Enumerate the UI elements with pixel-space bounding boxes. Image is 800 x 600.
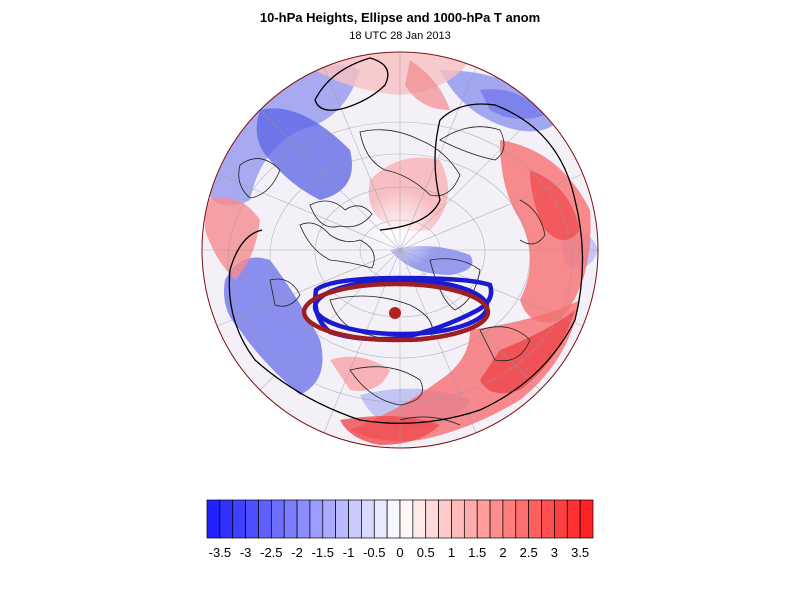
colorbar-tick-label: -1.5 xyxy=(312,545,334,560)
height-contours xyxy=(228,57,584,424)
colorbar-box xyxy=(296,499,311,539)
colorbar-tick-label: -3 xyxy=(240,545,252,560)
colorbar-box xyxy=(309,499,324,539)
colorbar-box xyxy=(335,499,349,539)
map-title: 10-hPa Heights, Ellipse and 1000-hPa T a… xyxy=(259,10,541,25)
colorbar-box xyxy=(258,499,272,539)
colorbar-box xyxy=(348,499,362,539)
colorbar-tick-label: 2.5 xyxy=(520,545,538,560)
colorbar-box xyxy=(361,499,375,539)
colorbar-box xyxy=(515,499,530,539)
colorbar-labels: -3.5 -3 -2.5 -2 -1.5 -1 -0.5 0 0.5 1 1.5 2 2.5 3 3.5 xyxy=(209,545,590,560)
colorbar-tick-label: 2 xyxy=(499,545,506,560)
colorbar-box xyxy=(554,499,568,539)
graticule xyxy=(202,52,598,448)
colorbar-box xyxy=(476,499,491,539)
colorbar-box xyxy=(489,499,504,539)
colorbar-tick-label: -1 xyxy=(343,545,355,560)
colorbar-tick-label: -2.5 xyxy=(260,545,282,560)
colorbar-box xyxy=(438,499,452,539)
colorbar-box xyxy=(566,499,581,539)
red-ellipse xyxy=(301,281,491,343)
colorbar-box xyxy=(283,499,298,539)
colorbar-tick-label: -0.5 xyxy=(363,545,385,560)
colorbar-boxes xyxy=(206,499,594,539)
map-subtitle: 18 UTC 28 Jan 2013 xyxy=(349,30,451,42)
colorbar-tick-label: 3 xyxy=(551,545,558,560)
colorbar-box xyxy=(232,499,246,539)
colorbar-box xyxy=(386,499,401,539)
colorbar-box xyxy=(541,499,555,539)
colorbar-box xyxy=(206,499,221,539)
ellipse-center-marker xyxy=(389,307,401,319)
colorbar-tick-label: 0.5 xyxy=(417,545,435,560)
colorbar-box xyxy=(373,499,388,539)
anomaly-field xyxy=(202,52,598,448)
colorbar-box xyxy=(528,499,542,539)
colorbar-tick-label: 1 xyxy=(448,545,455,560)
colorbar-box xyxy=(425,499,439,539)
colorbar-box xyxy=(219,499,234,539)
colorbar-tick-label: -3.5 xyxy=(209,545,231,560)
colorbar-box xyxy=(451,499,465,539)
colorbar-tick-label: 0 xyxy=(396,545,403,560)
colorbar-box xyxy=(463,499,478,539)
globe-edge xyxy=(201,51,599,449)
colorbar-box xyxy=(399,499,414,539)
colorbar-tick-label: -2 xyxy=(291,545,303,560)
colorbar-tick-label: 1.5 xyxy=(468,545,486,560)
colorbar-tick-label: 3.5 xyxy=(571,545,589,560)
colorbar-box xyxy=(579,499,594,539)
colorbar-box xyxy=(245,499,259,539)
colorbar-box xyxy=(412,499,427,539)
colorbar-box xyxy=(270,499,285,539)
colorbar-box xyxy=(502,499,517,539)
colorbar-box xyxy=(322,499,337,539)
